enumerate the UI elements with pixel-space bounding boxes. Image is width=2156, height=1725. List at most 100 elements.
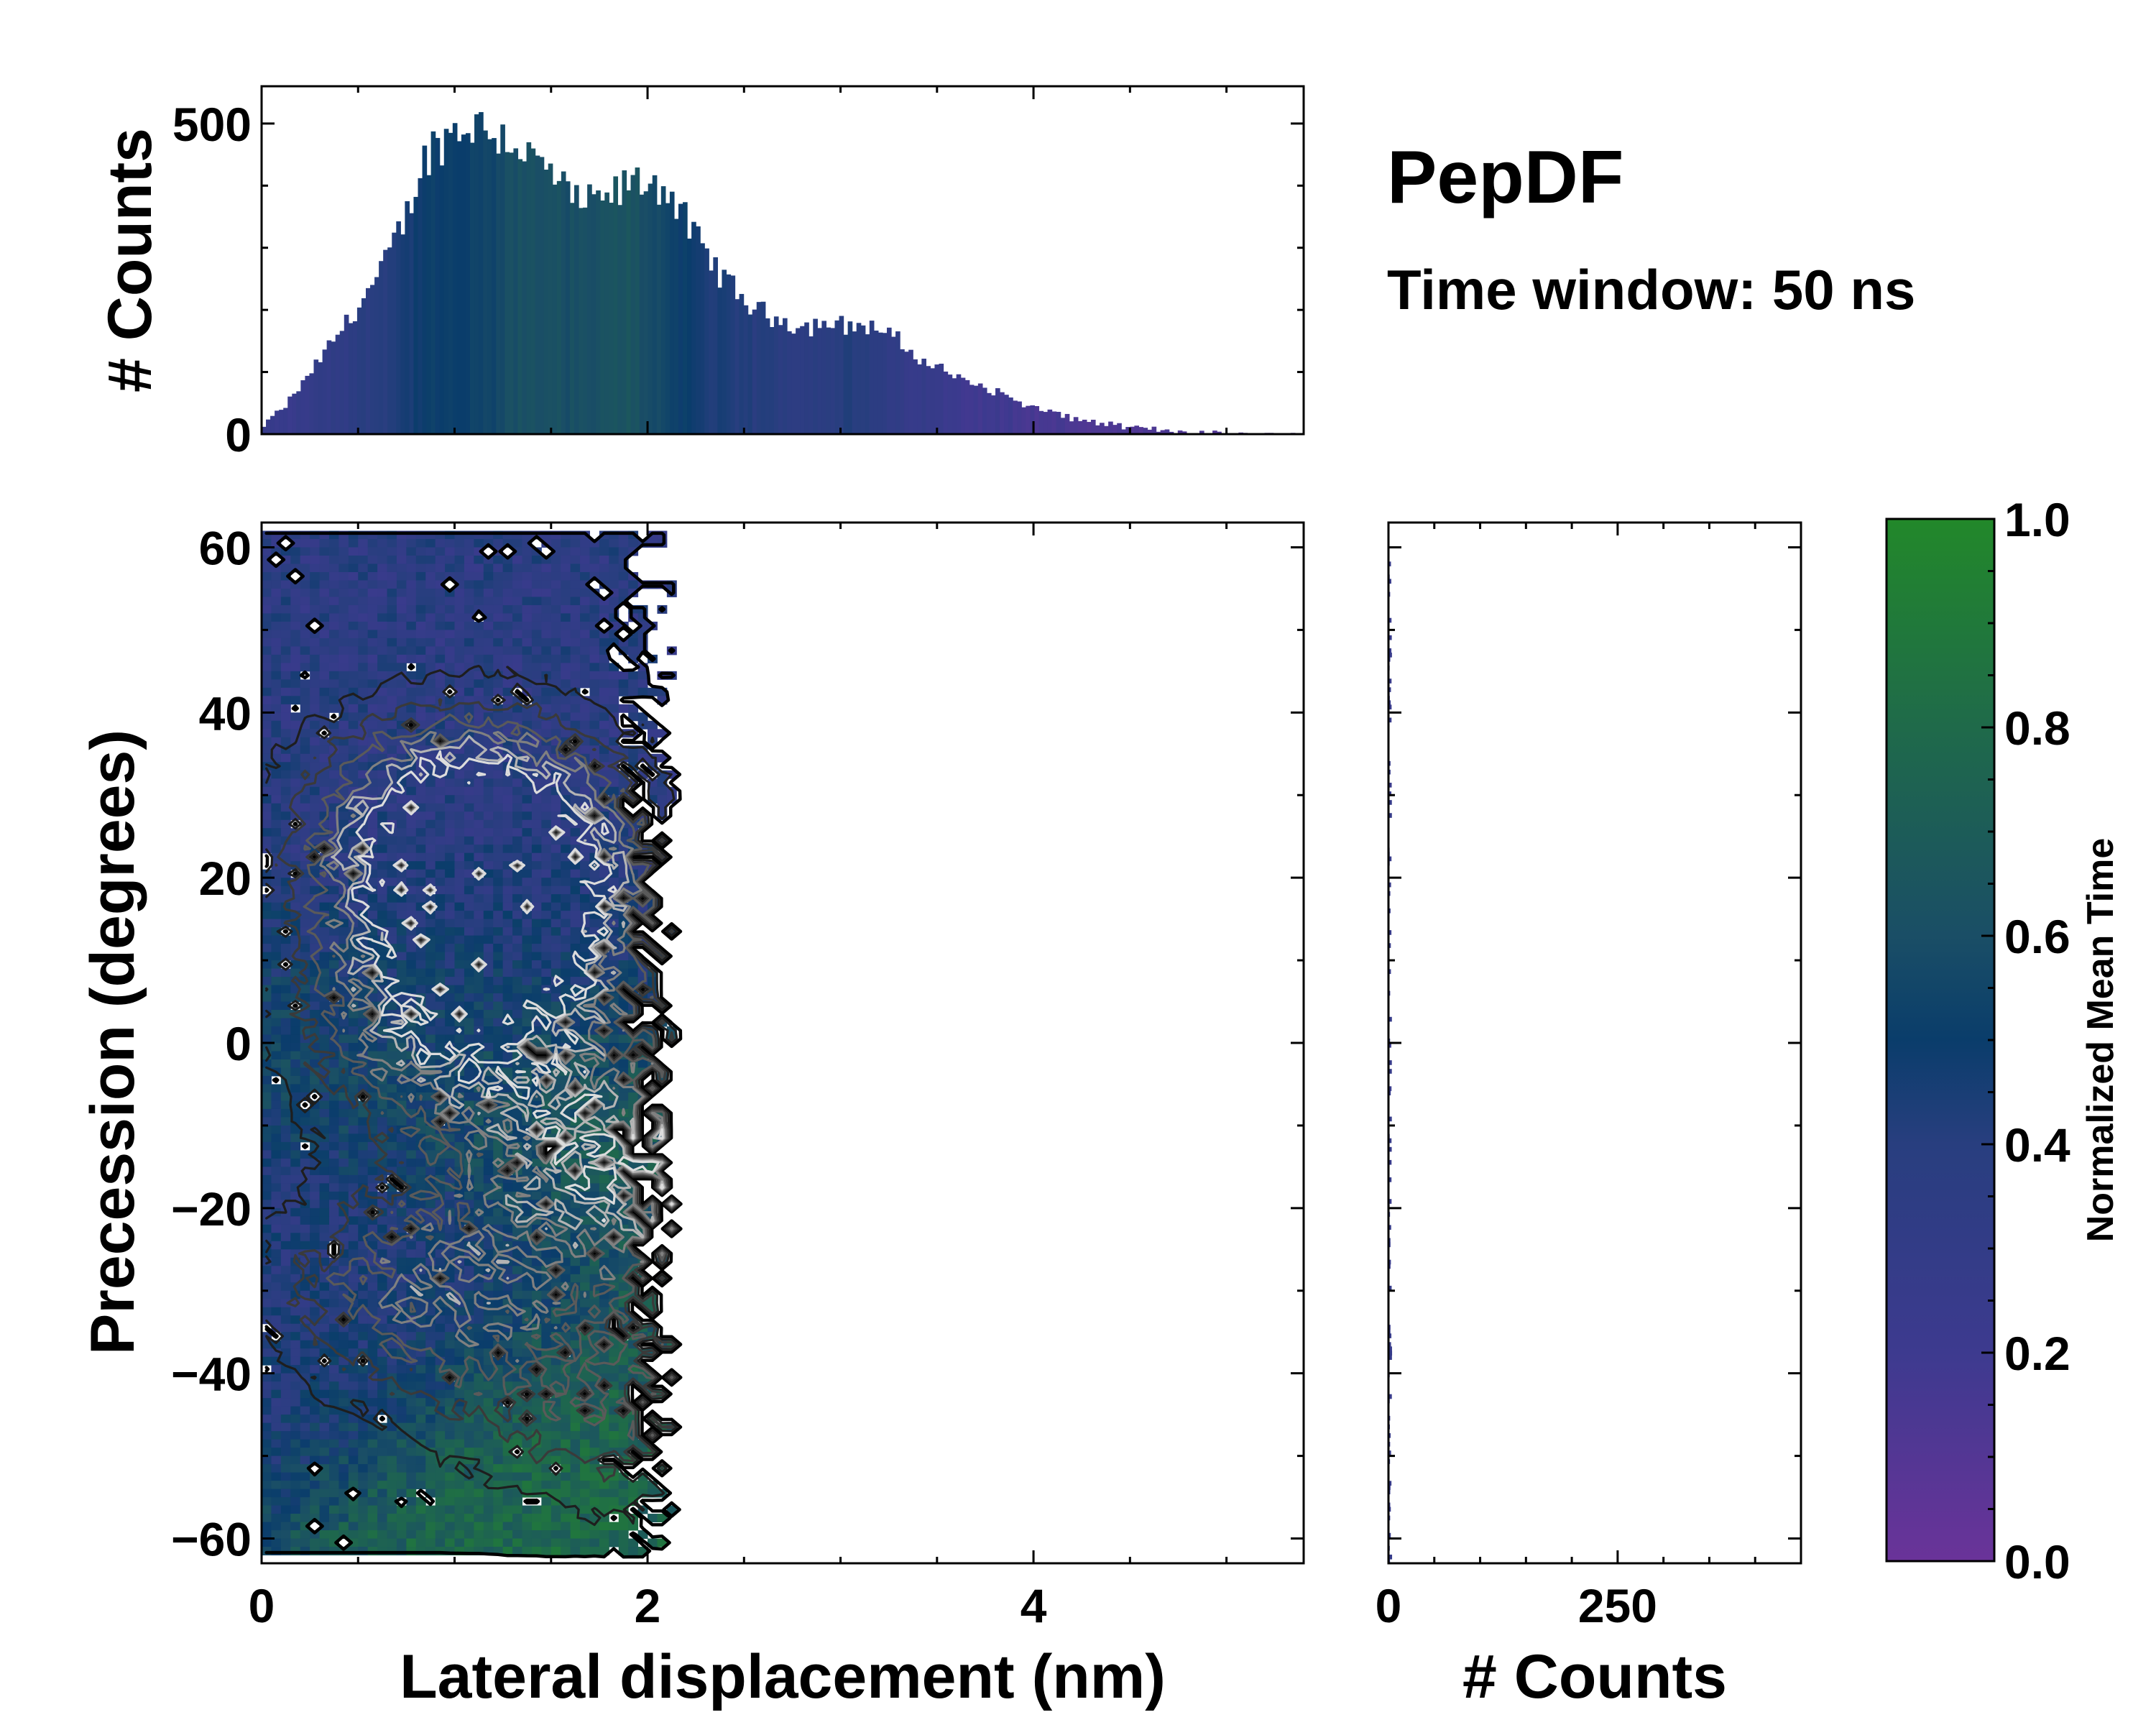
heatmap-cell	[271, 919, 282, 928]
heatmap-cell	[348, 663, 359, 672]
heatmap-cell	[338, 638, 349, 647]
top-histogram-bar	[722, 270, 727, 434]
top-histogram-bar	[1043, 412, 1049, 434]
heatmap-cell	[348, 1448, 359, 1457]
heatmap-cell	[406, 1373, 417, 1382]
heatmap-cell	[550, 1472, 561, 1481]
heatmap-cell	[599, 1290, 609, 1300]
heatmap-cell	[550, 1315, 561, 1325]
heatmap-cell	[406, 1514, 417, 1523]
heatmap-cell	[493, 795, 504, 804]
heatmap-cell	[599, 1282, 609, 1292]
heatmap-cell	[348, 1141, 359, 1151]
heatmap-cell	[464, 952, 474, 961]
heatmap-cell	[319, 819, 330, 829]
heatmap-cell	[377, 1167, 388, 1176]
top-histogram-bar	[322, 349, 328, 434]
heatmap-cell	[338, 1439, 349, 1448]
heatmap-cell	[454, 1084, 465, 1093]
heatmap-cell	[589, 613, 600, 622]
heatmap-cell	[628, 1414, 639, 1424]
heatmap-cell	[328, 1365, 339, 1374]
heatmap-cell	[464, 1133, 474, 1143]
heatmap-cell	[618, 638, 629, 647]
heatmap-cell	[502, 1381, 513, 1391]
heatmap-cell	[474, 564, 484, 573]
heatmap-cell	[280, 778, 291, 788]
top-histogram-bar	[374, 277, 379, 434]
heatmap-cell	[328, 704, 339, 713]
heatmap-cell	[280, 1481, 291, 1490]
heatmap-cell	[474, 530, 484, 540]
heatmap-cell	[589, 1299, 600, 1308]
heatmap-cell	[406, 1455, 417, 1465]
heatmap-cell	[262, 1530, 272, 1540]
heatmap-cell	[262, 654, 272, 663]
heatmap-cell	[580, 1174, 590, 1184]
heatmap-cell	[425, 894, 436, 903]
heatmap-cell	[657, 770, 668, 779]
heatmap-cell	[609, 1208, 619, 1217]
heatmap-cell	[280, 1108, 291, 1118]
heatmap-cell	[464, 1001, 474, 1011]
heatmap-cell	[474, 952, 484, 961]
heatmap-cell	[522, 1100, 533, 1110]
heatmap-cell	[262, 1373, 272, 1382]
heatmap-cell	[474, 1051, 484, 1060]
heatmap-cell	[280, 861, 291, 870]
heatmap-cell	[628, 1522, 639, 1531]
heatmap-cell	[435, 671, 446, 680]
heatmap-cell	[531, 911, 542, 920]
heatmap-cell	[435, 952, 446, 961]
top-histogram-bar	[344, 314, 349, 434]
heatmap-cell	[454, 571, 465, 581]
heatmap-cell	[425, 588, 436, 597]
heatmap-cell	[262, 811, 272, 821]
heatmap-cell	[454, 1150, 465, 1159]
heatmap-cell	[377, 1100, 388, 1110]
heatmap-cell	[328, 1133, 339, 1143]
heatmap-cell	[454, 1514, 465, 1523]
heatmap-cell	[280, 1530, 291, 1540]
top-histogram-bar	[1060, 418, 1066, 434]
heatmap-cell	[358, 654, 369, 663]
heatmap-cell	[367, 671, 378, 680]
heatmap-cell	[599, 1489, 609, 1498]
heatmap-cell	[338, 753, 349, 763]
heatmap-cell	[300, 613, 310, 622]
heatmap-cell	[319, 696, 330, 705]
heatmap-cell	[483, 1059, 494, 1068]
heatmap-cell	[271, 968, 282, 978]
heatmap-cell	[310, 1307, 321, 1316]
top-histogram-bar	[569, 203, 575, 434]
heatmap-cell	[483, 1191, 494, 1200]
heatmap-cell	[367, 1257, 378, 1266]
top-histogram-bar	[591, 194, 596, 434]
heatmap-cell	[445, 770, 456, 779]
heatmap-cell	[396, 654, 407, 663]
heatmap-cell	[522, 1299, 533, 1308]
heatmap-cell	[474, 1514, 484, 1523]
heatmap-cell	[531, 1167, 542, 1176]
heatmap-cell	[425, 1398, 436, 1407]
heatmap-cell	[580, 935, 590, 944]
heatmap-cell	[541, 944, 552, 953]
heatmap-cell	[262, 1150, 272, 1159]
top-histogram-bar	[1212, 431, 1217, 434]
heatmap-cell	[425, 704, 436, 713]
heatmap-cell	[310, 1530, 321, 1540]
heatmap-cell	[367, 1530, 378, 1540]
heatmap-cell	[435, 1323, 446, 1333]
heatmap-cell	[550, 588, 561, 597]
heatmap-cell	[531, 795, 542, 804]
heatmap-cell	[599, 1200, 609, 1209]
heatmap-cell	[415, 745, 426, 755]
heatmap-cell	[396, 1266, 407, 1275]
heatmap-cell	[550, 654, 561, 663]
heatmap-cell	[474, 911, 484, 920]
heatmap-cell	[300, 1448, 310, 1457]
heatmap-cell	[454, 547, 465, 556]
heatmap-cell	[570, 968, 581, 978]
heatmap-cell	[358, 1125, 369, 1134]
heatmap-cell	[348, 630, 359, 639]
